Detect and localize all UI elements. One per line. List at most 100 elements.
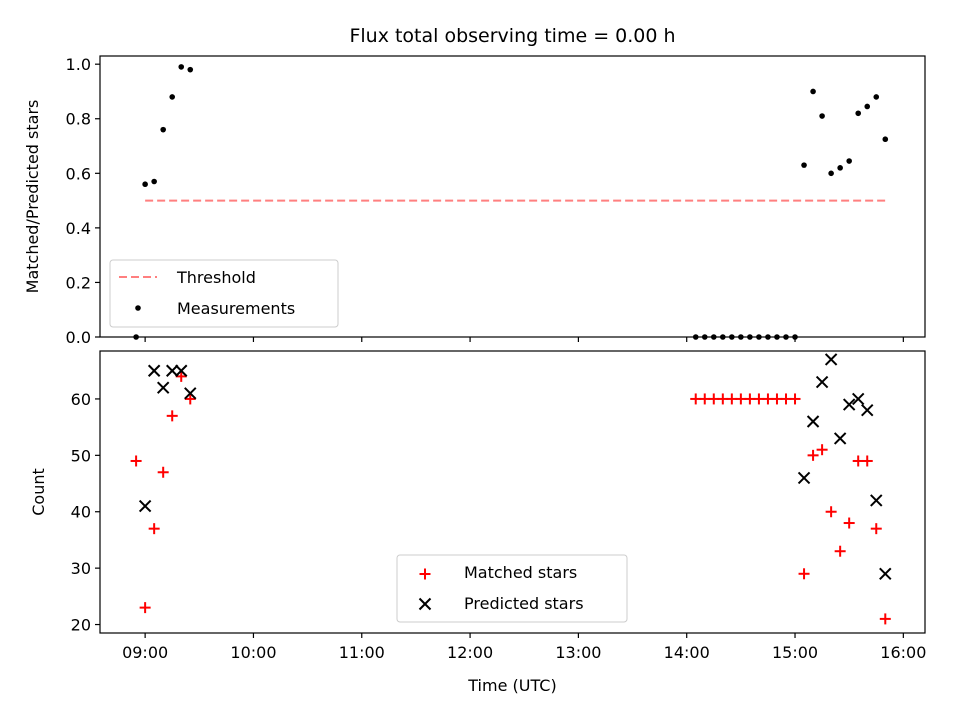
matched-stars-marker [798,568,810,580]
y-tick-label: 20 [71,616,91,635]
x-axis-label: Time (UTC) [467,676,556,695]
predicted-stars-marker-b [870,494,883,507]
predicted-stars-marker-b [815,375,829,389]
measurements-point [169,94,176,100]
predicted-stars-marker [797,471,811,485]
measurements-point [160,126,166,133]
matched-stars-marker [139,602,151,614]
legend-matched-label: Matched stars [464,563,577,582]
x-tick-label: 14:00 [664,643,710,662]
matched-stars-marker [870,523,882,535]
measurements-point [187,66,194,73]
predicted-stars-marker [138,499,152,513]
x-tick-label: 15:00 [772,643,818,662]
measurements-point [151,178,157,185]
axes-frame [99,55,926,338]
legend-predicted-label: Predicted stars [464,594,584,613]
measurements-point [864,103,871,110]
matched-stars-marker [130,455,142,467]
legend: Matched stars Predicted stars [396,554,628,623]
predicted-stars-marker-b [851,392,865,406]
y-tick-label: 0.2 [66,273,91,292]
x-tick-label: 09:00 [122,643,168,662]
matched-stars-marker [861,455,873,467]
measurements-point [801,162,807,168]
predicted-stars-marker [175,364,188,377]
chart-title: Flux total observing time = 0.00 h [349,25,675,47]
predicted-stars-marker-b [147,364,161,377]
matched-stars-marker [148,523,160,535]
matched-stars-marker [825,506,837,518]
predicted-stars-marker [166,364,179,377]
matched-stars-marker [816,444,828,456]
y-tick-label: 40 [71,503,91,522]
predicted-stars-marker-b [166,364,179,377]
y-tick-label: 0.4 [66,219,91,238]
y-tick-label: 0.8 [66,110,91,129]
predicted-stars-marker [870,494,883,507]
x-tick-label: 11:00 [339,643,385,662]
x-tick-label: 13:00 [555,643,601,662]
predicted-stars-marker [833,432,847,445]
predicted-stars-marker-b [138,499,152,513]
predicted-stars-marker [861,404,874,417]
predicted-stars-marker-b [156,381,170,394]
legend-box [396,554,628,623]
x-tick-label: 12:00 [447,643,493,662]
axes-frame [99,350,926,634]
predicted-stars-marker-b [806,415,820,428]
y-tick-label: 0.6 [66,164,91,183]
predicted-stars-marker [184,387,197,400]
legend: Threshold Measurements [109,259,339,328]
measurements-point [828,170,834,177]
predicted-stars-marker [147,364,161,377]
predicted-stars-marker [806,415,820,428]
legend-predicted-swatch-b [418,597,432,611]
predicted-stars-marker-b [833,432,847,445]
predicted-stars-marker [851,392,865,406]
matched-stars-marker [834,545,846,557]
predicted-stars-marker-b [879,567,892,580]
matched-stars-marker [789,393,801,405]
legend-measurements-label: Measurements [177,299,295,318]
bottom-panel: 20 30 40 50 60 09:00 10:00 11:00 12:00 13:00 14:00… [71,350,926,662]
x-tick-label: 10:00 [230,643,276,662]
legend-threshold-label: Threshold [176,268,256,287]
matched-stars-marker [879,613,891,625]
y-tick-label: 30 [71,559,91,578]
measurements-point [837,165,843,171]
matched-stars-marker [843,517,855,529]
legend-measurements-swatch [135,305,141,311]
legend-box [109,259,339,328]
measurements-point [873,94,880,100]
y-tick-label: 1.0 [66,55,91,74]
y-tick-label: 60 [71,390,91,409]
measurements-point [142,181,148,188]
predicted-stars-marker [842,398,856,411]
y-tick-label: 0.0 [66,328,91,347]
x-tick-label: 16:00 [880,643,926,662]
top-panel: 0.0 0.2 0.4 0.6 0.8 1.0 Threshold Measurements [66,55,926,347]
y-tick-label: 50 [71,446,91,465]
measurements-point [178,64,185,70]
predicted-stars-marker [156,381,170,394]
predicted-stars-marker [879,567,892,580]
predicted-stars-marker [815,375,829,389]
measurements-point [846,158,852,164]
matched-stars-marker [157,466,169,478]
top-y-axis-label: Matched/Predicted stars [23,100,42,294]
matched-stars-marker [166,410,178,422]
predicted-stars-marker-b [797,471,811,485]
measurements-point [855,110,862,117]
predicted-stars-marker-b [184,387,197,400]
measurements-point [882,136,889,143]
predicted-stars-marker-b [861,404,874,417]
bottom-y-axis-label: Count [29,468,48,516]
predicted-stars-marker-b [175,364,188,377]
matched-stars-marker [807,449,819,461]
measurements-point [810,88,816,95]
measurements-point [819,113,825,119]
predicted-stars-marker-b [824,353,838,366]
